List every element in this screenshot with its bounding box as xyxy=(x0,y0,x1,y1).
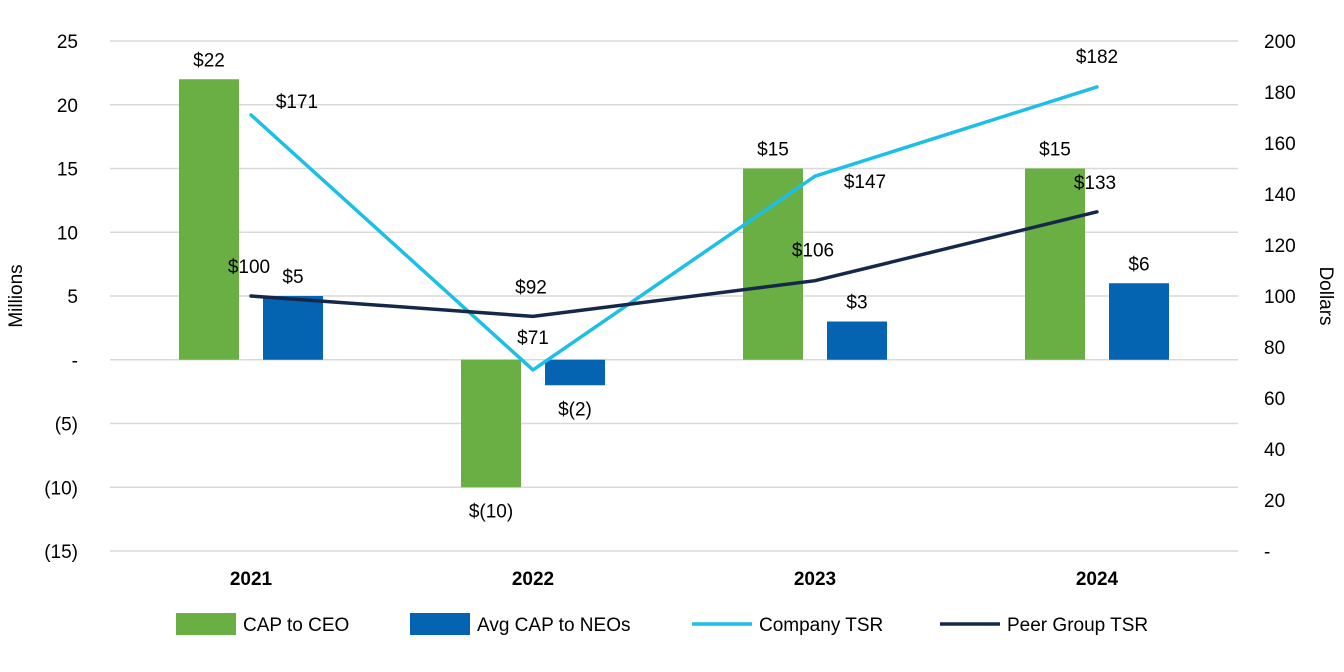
right-tick-label: 120 xyxy=(1264,236,1296,257)
left-tick-label: 5 xyxy=(67,287,78,308)
bar-data-label: $(2) xyxy=(558,399,592,420)
right-tick-label: 60 xyxy=(1264,389,1285,410)
bar-cap-to-ceo xyxy=(461,359,521,488)
category-label: 2021 xyxy=(230,569,273,590)
left-tick-label: (15) xyxy=(44,542,78,563)
bar-data-label: $6 xyxy=(1128,254,1149,275)
bar-avg-cap-to-neos xyxy=(1109,283,1169,360)
line-data-label: $100 xyxy=(228,257,270,278)
right-tick-label: 20 xyxy=(1264,491,1285,512)
line-company-tsr xyxy=(249,85,1099,372)
legend: CAP to CEO Avg CAP to NEOs Company TSR Peer… xyxy=(176,613,1148,636)
left-tick-label: 20 xyxy=(57,96,78,117)
left-tick-label: (10) xyxy=(44,478,78,499)
line-data-label: $147 xyxy=(844,172,886,193)
line-data-label: $92 xyxy=(515,277,547,298)
line-data-label: $133 xyxy=(1074,173,1116,194)
right-tick-label: 160 xyxy=(1264,134,1296,155)
bar-data-label: $(10) xyxy=(469,501,513,522)
legend-swatch-cap-to-ceo xyxy=(176,613,236,635)
right-tick-label: 80 xyxy=(1264,338,1285,359)
line-data-label: $106 xyxy=(792,241,834,262)
right-tick-label: 140 xyxy=(1264,185,1296,206)
axes: 25 20 15 10 5 - (5) (10) (15) 200 180 160 140 120 100 8… xyxy=(6,32,1336,590)
right-tick-label: 100 xyxy=(1264,287,1296,308)
right-tick-label: 180 xyxy=(1264,83,1296,104)
legend-label-avg-cap-to-neos: Avg CAP to NEOs xyxy=(477,615,630,636)
legend-swatch-avg-cap-to-neos xyxy=(410,613,470,635)
bar-cap-to-ceo xyxy=(743,168,803,360)
bar-cap-to-ceo xyxy=(179,79,239,360)
line-data-label: $71 xyxy=(517,328,549,349)
left-tick-label: - xyxy=(72,351,78,372)
bars xyxy=(179,79,1169,488)
lines xyxy=(249,85,1099,372)
bar-cap-to-ceo xyxy=(1025,168,1085,360)
category-label: 2023 xyxy=(794,569,836,590)
right-axis-title: Dollars xyxy=(1315,266,1336,325)
legend-label-peer-group-tsr: Peer Group TSR xyxy=(1007,615,1148,636)
right-tick-label: - xyxy=(1264,542,1270,563)
left-tick-label: (5) xyxy=(55,415,78,436)
bar-data-label: $15 xyxy=(757,140,789,161)
bar-avg-cap-to-neos xyxy=(827,321,887,360)
legend-label-company-tsr: Company TSR xyxy=(759,615,883,636)
bar-data-label: $22 xyxy=(193,50,225,71)
right-tick-label: 40 xyxy=(1264,440,1285,461)
line-peer-group-tsr xyxy=(249,210,1099,319)
line-data-label: $171 xyxy=(276,92,318,113)
bar-data-label: $3 xyxy=(846,293,867,314)
left-tick-label: 15 xyxy=(57,160,78,181)
category-label: 2022 xyxy=(512,569,554,590)
bar-data-label: $5 xyxy=(282,267,303,288)
left-axis-title: Millions xyxy=(6,264,27,327)
right-tick-label: 200 xyxy=(1264,32,1296,53)
line-data-label: $182 xyxy=(1076,47,1118,68)
bar-data-label: $15 xyxy=(1039,140,1071,161)
bar-avg-cap-to-neos xyxy=(263,296,323,360)
data-labels: $22 $(10) $15 $15 $5 $(2) $3 $6 $171 $71 $147 $182 $… xyxy=(193,47,1149,522)
category-label: 2024 xyxy=(1076,569,1119,590)
bar-avg-cap-to-neos xyxy=(545,359,605,386)
left-tick-label: 10 xyxy=(57,223,78,244)
legend-label-cap-to-ceo: CAP to CEO xyxy=(243,615,349,636)
left-tick-label: 25 xyxy=(57,32,78,53)
